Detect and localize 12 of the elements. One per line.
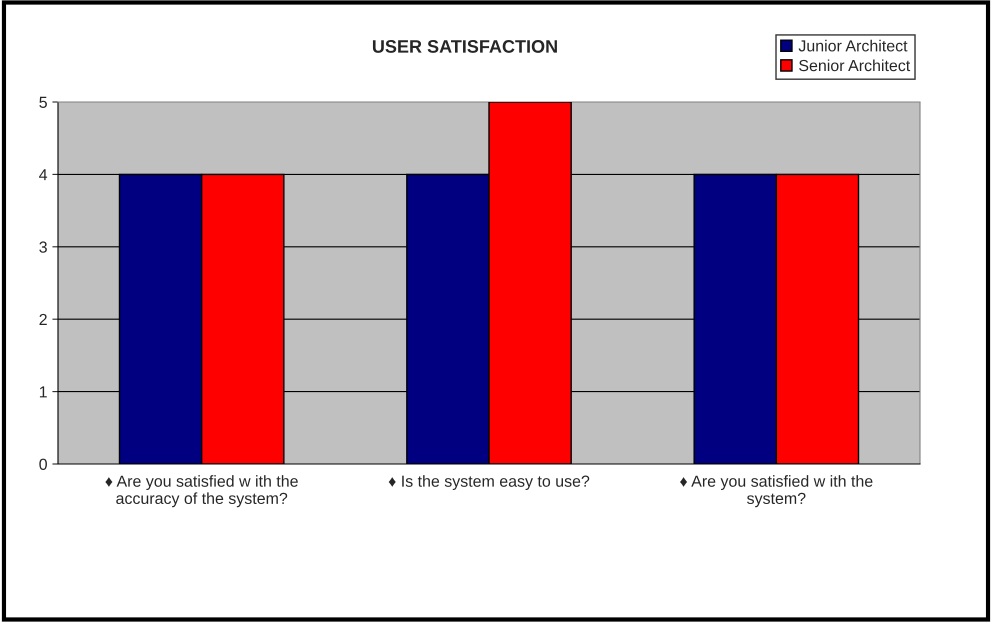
y-tick-label: 0 xyxy=(39,458,47,470)
chart-title: USER SATISFACTION xyxy=(372,40,557,53)
x-tick-label: ♦ Are you satisfied w ith the accuracy of the system? xyxy=(105,475,298,508)
x-tick-label: ♦ Is the system easy to use? xyxy=(388,475,590,490)
y-tick-label: 4 xyxy=(39,169,48,180)
x-tick-label: ♦ Are you satisfied w ith the system? xyxy=(680,475,872,508)
y-tick-label: 3 xyxy=(39,241,47,253)
legend-label: Senior Architect xyxy=(799,59,910,72)
y-tick-label: 1 xyxy=(40,386,47,398)
legend-label: Junior Architect xyxy=(798,40,908,52)
y-tick-label: 5 xyxy=(39,96,47,108)
y-tick-label: 2 xyxy=(40,314,47,325)
